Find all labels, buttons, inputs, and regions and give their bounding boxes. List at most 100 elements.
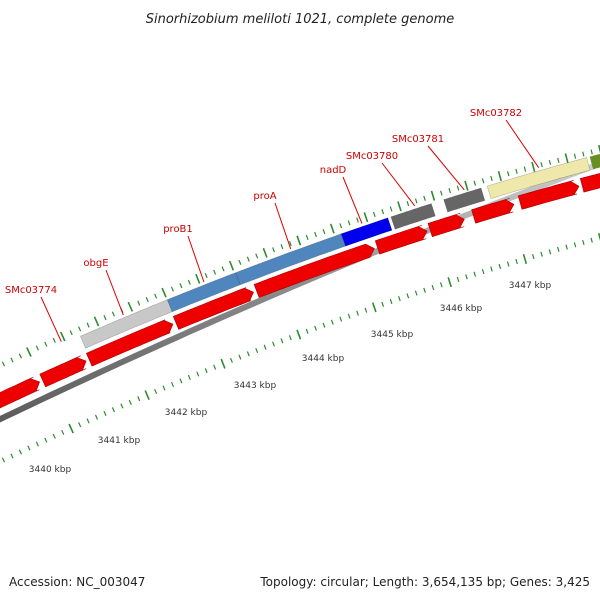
gene-bar-smc03781[interactable]: [443, 187, 486, 213]
gene-bar-smc03780[interactable]: [390, 203, 436, 230]
genome-backbone: [0, 160, 600, 423]
ruler-tick: [187, 374, 191, 381]
ruler-tick: [68, 423, 74, 434]
ruler-tick: [10, 357, 14, 363]
ruler-tick: [296, 329, 302, 340]
ruler-tick: [473, 271, 477, 277]
ruler-tick: [523, 166, 527, 172]
gene-label-smc03780: SMc03780: [346, 151, 398, 162]
cds-arrow[interactable]: [517, 180, 580, 210]
cds-arrow[interactable]: [0, 376, 40, 411]
ruler-tick: [280, 244, 284, 250]
ruler-tick: [94, 414, 99, 420]
cds-arrow[interactable]: [374, 225, 428, 255]
ruler-tick: [456, 276, 460, 282]
kbp-tick-labels: 3440 kbp 3441 kbp 3442 kbp 3443 kbp 3444 kbp…: [29, 281, 552, 475]
ruler-tick: [423, 287, 426, 293]
cds-arrow[interactable]: [471, 198, 515, 224]
ruler-tick: [93, 316, 100, 327]
gene-label-smc03782: SMc03782: [470, 108, 522, 119]
ruler-tick: [280, 338, 284, 344]
ruler-tick: [52, 337, 56, 343]
ruler-tick: [347, 313, 351, 319]
cds-arrow[interactable]: [86, 319, 174, 367]
ruler-tick: [465, 274, 468, 280]
ruler-tick: [103, 315, 107, 321]
ruler-tick: [161, 287, 167, 298]
ruler-tick: [364, 307, 368, 313]
ruler-tick: [548, 159, 552, 166]
ruler-tick: [456, 185, 460, 191]
ruler-tick: [439, 282, 443, 288]
ruler-tick: [330, 319, 334, 325]
ruler-tick: [86, 322, 90, 328]
ruler-tick: [246, 256, 250, 262]
ruler-tick: [522, 253, 528, 265]
ruler-tick: [179, 378, 183, 384]
ruler-tick: [246, 351, 250, 357]
ruler-tick: [187, 279, 191, 285]
kbp-label: 3444 kbp: [302, 354, 345, 364]
gene-leader-line: [187, 235, 205, 283]
ruler-tick: [1, 457, 6, 463]
cds-arrow[interactable]: [253, 243, 375, 298]
ruler-tick: [111, 311, 115, 317]
ruler-tick: [515, 168, 518, 174]
cds-arrow[interactable]: [172, 287, 254, 330]
ruler-tick: [204, 368, 208, 374]
ruler-tick: [356, 217, 359, 223]
ruler-tick: [490, 266, 493, 272]
ruler-tick: [423, 195, 426, 201]
ruler-tick: [103, 410, 107, 416]
ruler-tick: [430, 190, 436, 201]
ruler-tick: [44, 341, 48, 347]
ruler-tick: [564, 153, 569, 164]
ruler-tick: [305, 328, 309, 334]
gene-label-smc03781: SMc03781: [392, 134, 444, 145]
ruler-tick: [272, 247, 275, 253]
gene-leader-line: [505, 119, 540, 168]
ruler-tick: [288, 240, 292, 247]
cds-arrow[interactable]: [579, 172, 600, 193]
ruler-tick: [371, 302, 377, 313]
ruler-tick: [582, 151, 585, 157]
gene-bar-smc03782[interactable]: [486, 157, 591, 199]
ruler-tick: [59, 331, 66, 342]
ruler-tick: [406, 293, 410, 299]
kbp-label: 3445 kbp: [371, 330, 414, 340]
ruler-tick: [573, 242, 577, 248]
ruler-tick: [61, 429, 65, 435]
accession-label: Accession: NC_003047: [9, 575, 145, 589]
ruler-tick: [179, 283, 183, 289]
gene-leader-line: [40, 296, 62, 342]
ruler-tick: [35, 441, 39, 447]
ruler-tick: [154, 293, 158, 299]
gene-label-proa: proA: [253, 191, 276, 202]
ruler-tick: [128, 399, 132, 405]
kbp-label: 3447 kbp: [509, 281, 552, 291]
ruler-tick: [322, 228, 326, 235]
kbp-label: 3440 kbp: [29, 465, 72, 475]
ruler-tick: [238, 259, 242, 265]
gene-bar-extra[interactable]: [589, 152, 600, 170]
ruler-tick: [170, 286, 174, 292]
ruler-tick: [195, 273, 201, 284]
gene-bar-nadd[interactable]: [340, 217, 393, 247]
ruler-tick: [481, 269, 485, 275]
ruler-tick: [329, 223, 335, 234]
gene-leader-line: [381, 162, 416, 207]
ruler-tick: [213, 364, 217, 370]
ruler-tick: [381, 301, 385, 307]
cds-arrow[interactable]: [39, 355, 87, 388]
ruler-tick: [498, 263, 502, 270]
ruler-tick: [145, 297, 149, 303]
ruler-tick: [447, 277, 452, 288]
cds-arrow[interactable]: [427, 213, 465, 238]
ruler-tick: [170, 381, 175, 388]
ruler-tick: [347, 220, 351, 226]
ruler-tick: [196, 371, 200, 377]
ruler-tick: [540, 162, 543, 168]
ruler-tick: [582, 239, 585, 246]
ruler-tick: [515, 258, 518, 265]
ruler-tick: [1, 361, 6, 367]
